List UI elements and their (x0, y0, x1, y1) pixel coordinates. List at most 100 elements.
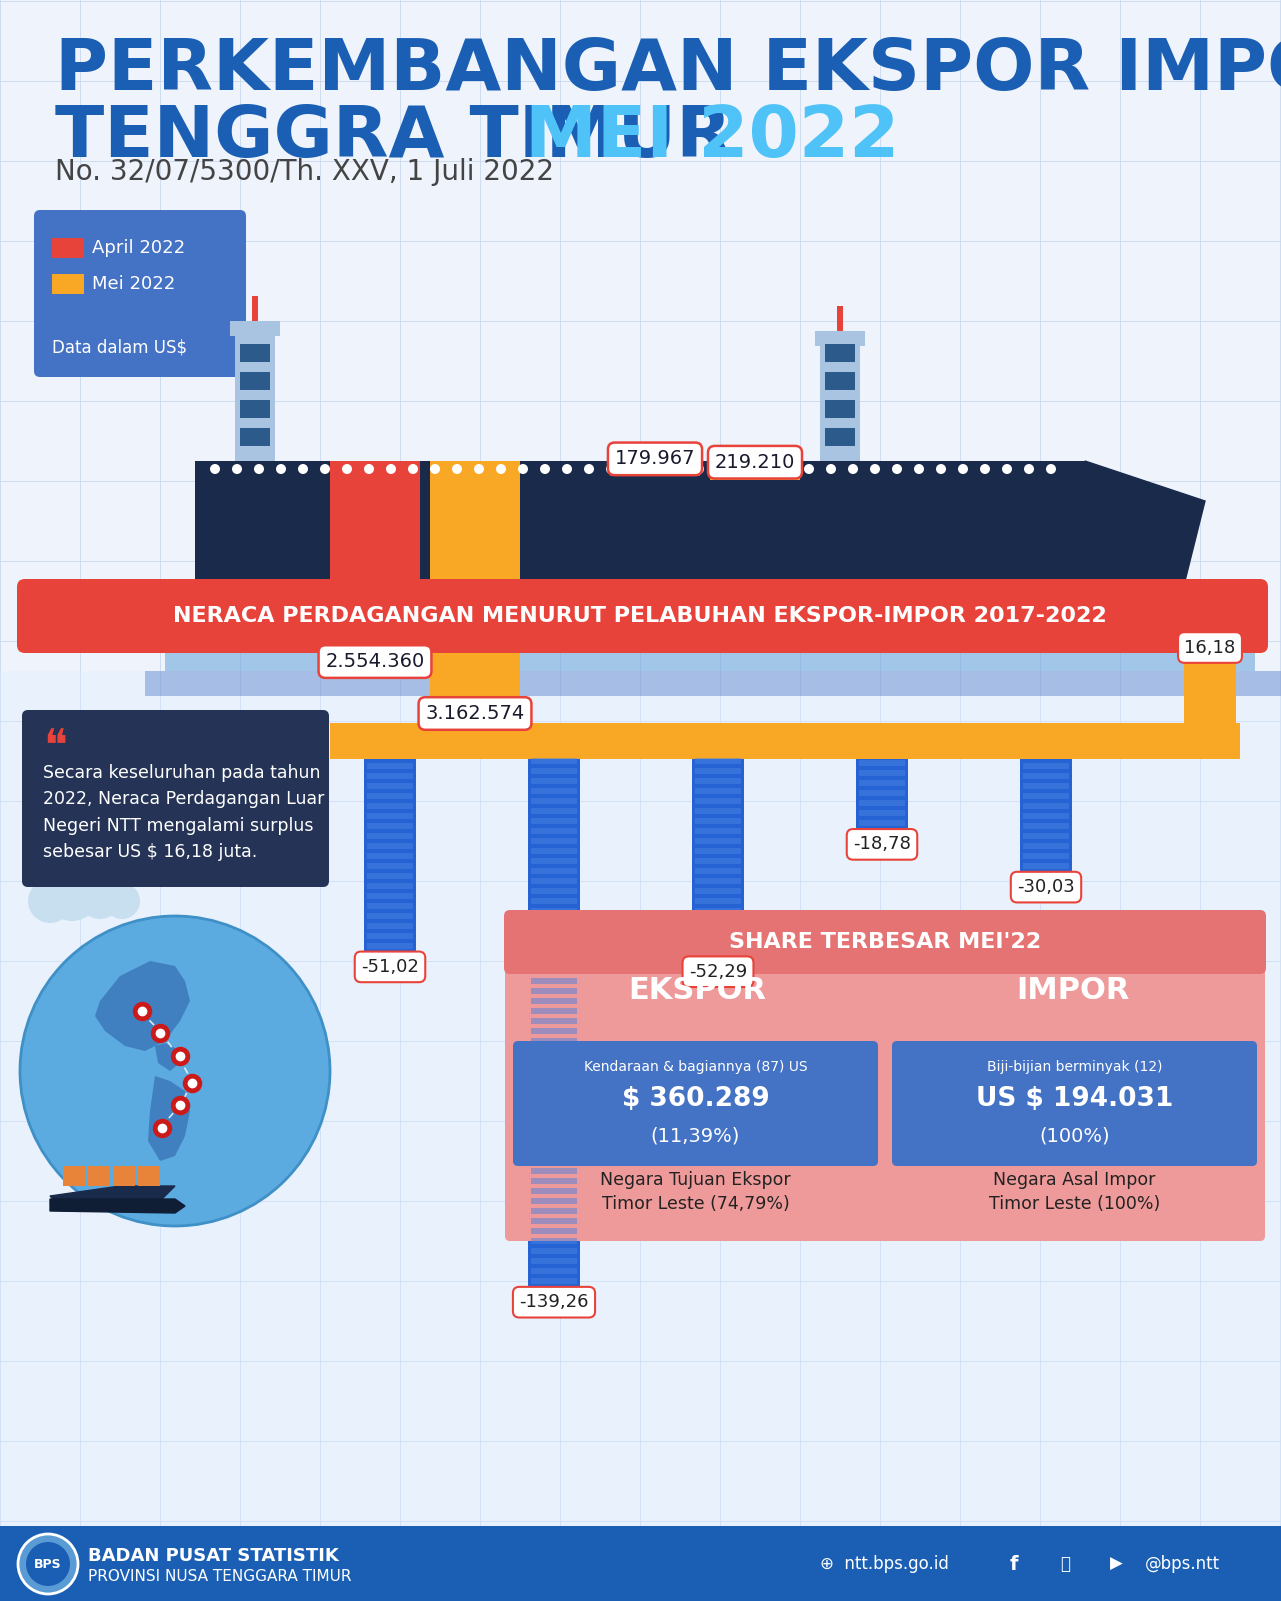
Bar (532, 1049, 576, 1053)
Bar (825, 400, 854, 418)
Bar (532, 1028, 576, 1034)
Text: EKSPOR: EKSPOR (380, 600, 470, 621)
Bar (532, 898, 576, 905)
Bar (532, 1238, 576, 1244)
Text: NERACA PERDAGANGAN MENURUT PELABUHAN EKSPOR-IMPOR 2017-2022: NERACA PERDAGANGAN MENURUT PELABUHAN EKS… (173, 607, 1107, 626)
Circle shape (496, 464, 506, 474)
Bar (366, 773, 412, 778)
Bar (1024, 823, 1070, 829)
Text: f: f (1009, 1555, 1018, 1574)
Text: 179.967: 179.967 (615, 450, 696, 469)
Bar (532, 778, 576, 784)
Bar (532, 759, 576, 764)
Bar (696, 898, 740, 903)
FancyBboxPatch shape (35, 210, 246, 376)
Circle shape (44, 865, 100, 921)
Bar (532, 1228, 576, 1234)
Circle shape (364, 464, 374, 474)
Bar (366, 922, 412, 929)
Bar (532, 1178, 576, 1185)
Bar (860, 800, 904, 807)
Bar (696, 837, 740, 844)
Text: ⊕  ntt.bps.go.id: ⊕ ntt.bps.go.id (820, 1555, 949, 1574)
Bar (532, 828, 576, 834)
Text: Secara keseluruhan pada tahun
2022, Neraca Perdagangan Luar
Negeri NTT mengalami: Secara keseluruhan pada tahun 2022, Nera… (44, 764, 324, 861)
Bar (532, 1188, 576, 1194)
Circle shape (26, 1542, 70, 1587)
Bar (532, 1108, 576, 1114)
Text: PROVINSI NUSA TENGGARA TIMUR: PROVINSI NUSA TENGGARA TIMUR (88, 1569, 351, 1583)
Bar (532, 1117, 576, 1124)
Circle shape (452, 464, 462, 474)
Text: 16,18: 16,18 (1185, 639, 1236, 656)
Text: -139,26: -139,26 (519, 1294, 589, 1311)
Polygon shape (50, 1199, 184, 1214)
Bar (860, 791, 904, 796)
Bar (366, 873, 412, 879)
Bar (532, 1037, 576, 1044)
Bar (532, 988, 576, 994)
Text: IMPOR: IMPOR (1016, 977, 1129, 1005)
Bar (231, 320, 281, 336)
Bar (860, 780, 904, 786)
Bar (364, 759, 416, 953)
Bar (532, 839, 576, 844)
Circle shape (826, 464, 836, 474)
Circle shape (1002, 464, 1012, 474)
Bar (225, 581, 1085, 640)
Bar (532, 1077, 576, 1084)
Text: BPS: BPS (35, 1558, 61, 1571)
Polygon shape (1085, 461, 1205, 581)
Bar (195, 461, 1085, 581)
Polygon shape (50, 1186, 175, 1201)
Polygon shape (149, 1076, 190, 1161)
Bar (532, 1018, 576, 1025)
Bar (240, 371, 270, 391)
Text: Kendaraan & bagiannya (87) US: Kendaraan & bagiannya (87) US (584, 1060, 807, 1074)
Circle shape (541, 464, 550, 474)
Bar (696, 778, 740, 784)
Bar (532, 1098, 576, 1105)
Text: Negara Tujuan Ekspor
Timor Leste (74,79%): Negara Tujuan Ekspor Timor Leste (74,79%… (601, 1170, 790, 1214)
Bar (366, 933, 412, 938)
Bar (532, 919, 576, 924)
Bar (820, 331, 860, 461)
Polygon shape (1085, 581, 1185, 640)
Polygon shape (95, 961, 190, 1050)
Bar (366, 882, 412, 889)
Text: April 2022: April 2022 (92, 239, 186, 258)
Bar (696, 927, 740, 933)
Circle shape (628, 464, 638, 474)
Bar (53, 274, 85, 295)
Bar (532, 908, 576, 914)
Polygon shape (155, 1042, 181, 1071)
Bar (528, 759, 580, 1289)
Circle shape (254, 464, 264, 474)
Text: IMPOR: IMPOR (669, 600, 740, 621)
Bar (366, 802, 412, 809)
Bar (88, 1166, 110, 1186)
Bar (532, 1009, 576, 1013)
Bar (330, 461, 420, 679)
Text: Data dalam US$: Data dalam US$ (53, 338, 187, 355)
Text: TENGGRA TIMUR: TENGGRA TIMUR (55, 102, 757, 171)
Bar (532, 788, 576, 794)
Circle shape (716, 464, 726, 474)
Bar (366, 943, 412, 949)
Circle shape (342, 464, 352, 474)
Bar (860, 810, 904, 817)
Circle shape (980, 464, 990, 474)
FancyBboxPatch shape (17, 580, 1268, 653)
Bar (696, 938, 740, 943)
Circle shape (386, 464, 396, 474)
Bar (138, 1166, 160, 1186)
Circle shape (870, 464, 880, 474)
Bar (532, 1138, 576, 1145)
Text: -30,03: -30,03 (1017, 877, 1075, 897)
FancyBboxPatch shape (892, 1041, 1257, 1166)
Bar (532, 858, 576, 865)
Bar (825, 427, 854, 447)
Bar (696, 807, 740, 813)
Bar (1024, 844, 1070, 849)
Bar (696, 797, 740, 804)
